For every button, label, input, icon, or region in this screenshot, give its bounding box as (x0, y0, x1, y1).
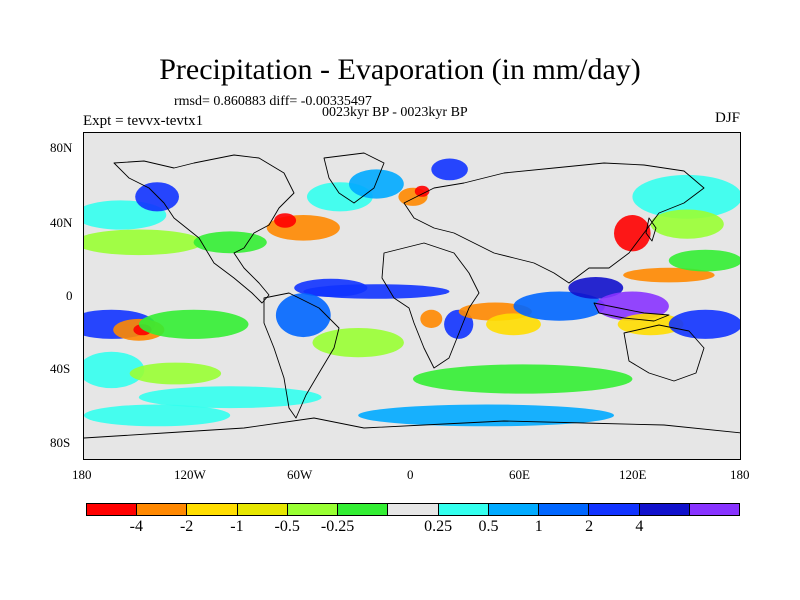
field-patch (349, 169, 404, 199)
lat-tick-40s: 40S (50, 361, 71, 376)
field-patch (614, 215, 651, 252)
lat-tick-40n: 40N (50, 215, 73, 230)
field-patch (312, 328, 404, 358)
colorbar-swatch (639, 504, 690, 515)
colorbar-label: -2 (179, 518, 194, 535)
field-patch (193, 231, 267, 254)
colorbar-swatch (539, 504, 590, 515)
colorbar-label: 2 (585, 518, 594, 535)
field-patch (623, 267, 715, 283)
field-patch (275, 293, 331, 338)
colorbar (86, 503, 740, 516)
lat-tick-80n: 80N (50, 140, 73, 155)
field-patch (486, 313, 541, 336)
field-patch (84, 229, 203, 256)
precip-field-layer (84, 158, 740, 427)
field-patch (668, 249, 740, 272)
lon-tick-60e: 60E (509, 467, 530, 482)
lon-tick-180w: 180 (72, 467, 92, 482)
field-patch (274, 213, 297, 228)
field-patch (650, 209, 724, 239)
colorbar-label: -0.25 (320, 518, 355, 535)
map-panel (83, 132, 741, 460)
colorbar-swatch (287, 504, 339, 515)
field-patch (513, 291, 605, 321)
colorbar-swatch (388, 504, 439, 515)
field-patch (135, 182, 179, 212)
lon-tick-180e: 180 (730, 467, 750, 482)
season-label: DJF (714, 110, 740, 126)
field-patch (568, 277, 624, 299)
lon-tick-120w: 120W (174, 467, 206, 482)
colorbar-swatch (137, 504, 188, 515)
colorbar-label: -0.5 (274, 518, 300, 535)
lon-tick-60w: 60W (287, 467, 313, 482)
colorbar-swatch (338, 504, 389, 515)
period-label: 0023kyr BP - 0023kyr BP (322, 105, 468, 120)
field-patch (413, 364, 633, 394)
colorbar-swatch (438, 504, 489, 515)
colorbar-label: 4 (635, 518, 644, 535)
colorbar-label: 0.5 (478, 518, 499, 535)
map-field (84, 152, 740, 439)
colorbar-label: 1 (534, 518, 543, 535)
field-patch (303, 284, 450, 299)
field-patch (138, 386, 322, 409)
field-patch (84, 351, 145, 389)
lat-tick-80s: 80S (50, 435, 71, 450)
lon-tick-0: 0 (407, 467, 414, 482)
colorbar-label: -1 (230, 518, 244, 535)
colorbar-swatch (488, 504, 540, 515)
field-patch (138, 309, 249, 339)
stats-line: rmsd= 0.860883 diff= -0.00335497 (174, 94, 372, 109)
colorbar-swatch (237, 504, 288, 515)
lat-tick-0: 0 (66, 288, 73, 303)
experiment-label: Expt = tevvx-tevtx1 (83, 113, 204, 129)
colorbar-swatch (187, 504, 238, 515)
field-patch (358, 404, 614, 427)
plot-title: Precipitation - Evaporation (in mm/day) (159, 53, 641, 86)
field-patch (84, 404, 231, 427)
colorbar-swatch (589, 504, 640, 515)
colorbar-swatch (87, 504, 138, 515)
field-patch (129, 362, 222, 385)
colorbar-label: -4 (129, 518, 143, 535)
colorbar-swatch (689, 504, 740, 515)
coastlines (84, 152, 740, 439)
field-patch (420, 309, 443, 328)
lon-tick-120e: 120E (619, 467, 647, 482)
field-patch (668, 309, 740, 339)
colorbar-label: 0.25 (424, 518, 453, 535)
field-patch (431, 158, 468, 181)
field-patch (414, 185, 430, 197)
field-patch (632, 174, 740, 219)
